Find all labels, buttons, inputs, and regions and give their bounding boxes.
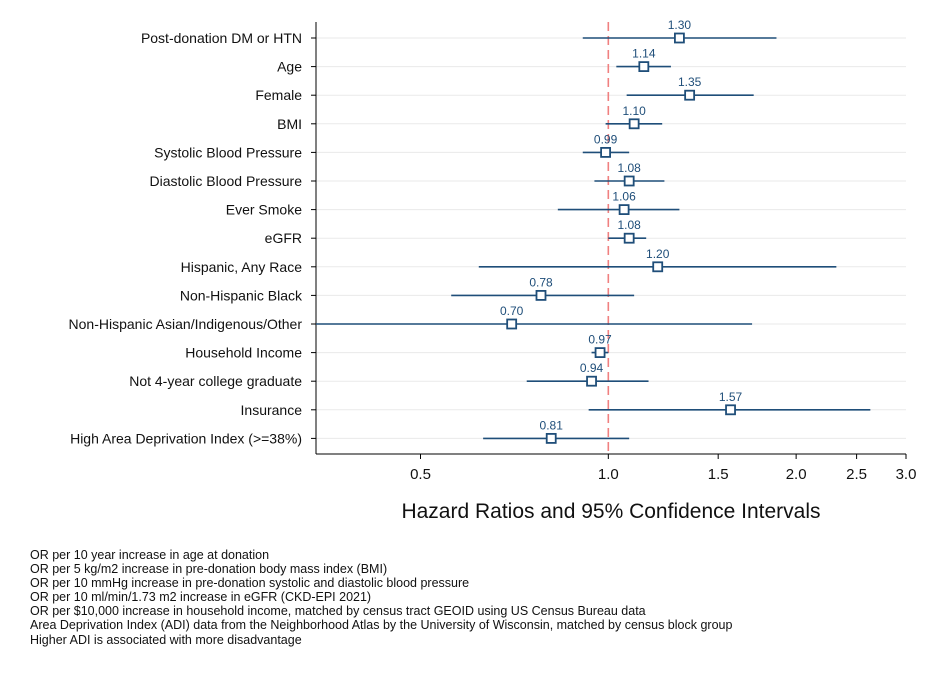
value-label: 1.06 bbox=[612, 190, 636, 204]
estimate-marker bbox=[628, 118, 640, 130]
estimate-marker bbox=[594, 347, 606, 359]
estimate-marker bbox=[684, 89, 696, 101]
x-tick-label: 1.0 bbox=[598, 466, 619, 483]
x-axis-title: Hazard Ratios and 95% Confidence Interva… bbox=[401, 500, 821, 523]
estimate-marker bbox=[725, 404, 736, 416]
estimate-marker bbox=[638, 61, 650, 72]
row-label: Hispanic, Any Race bbox=[181, 259, 303, 275]
estimate-marker bbox=[545, 432, 557, 444]
value-label: 0.94 bbox=[580, 361, 604, 375]
value-label: 0.97 bbox=[588, 333, 612, 347]
row-label: Age bbox=[277, 59, 302, 75]
row-label: Non-Hispanic Black bbox=[180, 287, 303, 303]
footnote: Higher ADI is associated with more disad… bbox=[30, 632, 302, 647]
estimate-marker bbox=[506, 318, 518, 330]
footnote: OR per $10,000 increase in household inc… bbox=[30, 604, 646, 619]
x-tick-label: 1.5 bbox=[708, 466, 729, 483]
estimate-marker bbox=[674, 32, 685, 44]
estimate-marker bbox=[623, 232, 635, 244]
value-label: 0.70 bbox=[500, 304, 524, 318]
value-label: 0.78 bbox=[529, 275, 553, 289]
value-label: 1.10 bbox=[622, 104, 646, 118]
row-label: High Area Deprivation Index (>=38%) bbox=[70, 430, 302, 446]
row-label: BMI bbox=[277, 116, 302, 132]
value-label: 1.57 bbox=[719, 390, 743, 404]
row-label: Non-Hispanic Asian/Indigenous/Other bbox=[69, 316, 303, 332]
footnote: OR per 5 kg/m2 increase in pre-donation … bbox=[30, 562, 388, 577]
estimate-marker bbox=[586, 375, 597, 387]
row-label: Post-donation DM or HTN bbox=[141, 30, 302, 46]
row-label: Ever Smoke bbox=[226, 202, 302, 218]
row-label: Not 4-year college graduate bbox=[129, 373, 302, 389]
row-label: eGFR bbox=[265, 230, 302, 246]
value-label: 1.08 bbox=[617, 218, 641, 232]
row-label: Household Income bbox=[185, 345, 302, 361]
footnotes: OR per 10 year increase in age at donati… bbox=[30, 548, 732, 647]
footnote: OR per 10 ml/min/1.73 m2 increase in eGF… bbox=[30, 590, 372, 605]
x-tick-label: 2.0 bbox=[786, 466, 807, 483]
value-label: 1.30 bbox=[668, 18, 692, 32]
estimate-marker bbox=[623, 175, 635, 187]
value-label: 0.81 bbox=[540, 418, 564, 432]
x-tick-label: 3.0 bbox=[896, 466, 917, 483]
value-label: 0.99 bbox=[594, 132, 618, 146]
x-tick-label: 2.5 bbox=[846, 466, 867, 483]
row-label: Systolic Blood Pressure bbox=[154, 144, 302, 160]
row-label: Diastolic Blood Pressure bbox=[149, 173, 302, 189]
estimate-marker bbox=[652, 261, 664, 273]
value-label: 1.35 bbox=[678, 75, 702, 89]
x-tick-label: 0.5 bbox=[410, 466, 431, 483]
estimate-marker bbox=[600, 146, 611, 158]
footnote: OR per 10 mmHg increase in pre-donation … bbox=[30, 576, 470, 591]
row-label: Female bbox=[255, 87, 302, 103]
value-label: 1.14 bbox=[632, 47, 656, 61]
value-label: 1.20 bbox=[646, 247, 670, 261]
value-label: 1.08 bbox=[617, 161, 641, 175]
estimate-marker bbox=[618, 204, 630, 216]
estimate-marker bbox=[535, 289, 547, 301]
footnote: OR per 10 year increase in age at donati… bbox=[30, 548, 270, 562]
row-label: Insurance bbox=[241, 402, 303, 418]
footnote: Area Deprivation Index (ADI) data from t… bbox=[30, 618, 733, 633]
